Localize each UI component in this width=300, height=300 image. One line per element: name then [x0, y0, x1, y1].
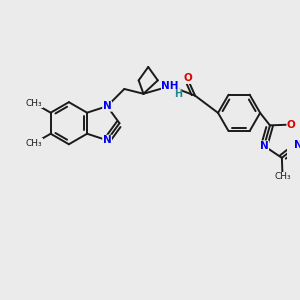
Text: O: O: [183, 74, 192, 83]
Text: CH₃: CH₃: [274, 172, 291, 182]
Text: O: O: [287, 120, 296, 130]
Text: NH: NH: [161, 81, 179, 91]
Text: N: N: [294, 140, 300, 150]
Text: CH₃: CH₃: [26, 99, 42, 108]
Text: CH₃: CH₃: [26, 139, 42, 148]
Text: N: N: [260, 141, 268, 151]
Text: N: N: [103, 101, 112, 111]
Text: H: H: [174, 89, 182, 99]
Text: N: N: [103, 135, 112, 145]
